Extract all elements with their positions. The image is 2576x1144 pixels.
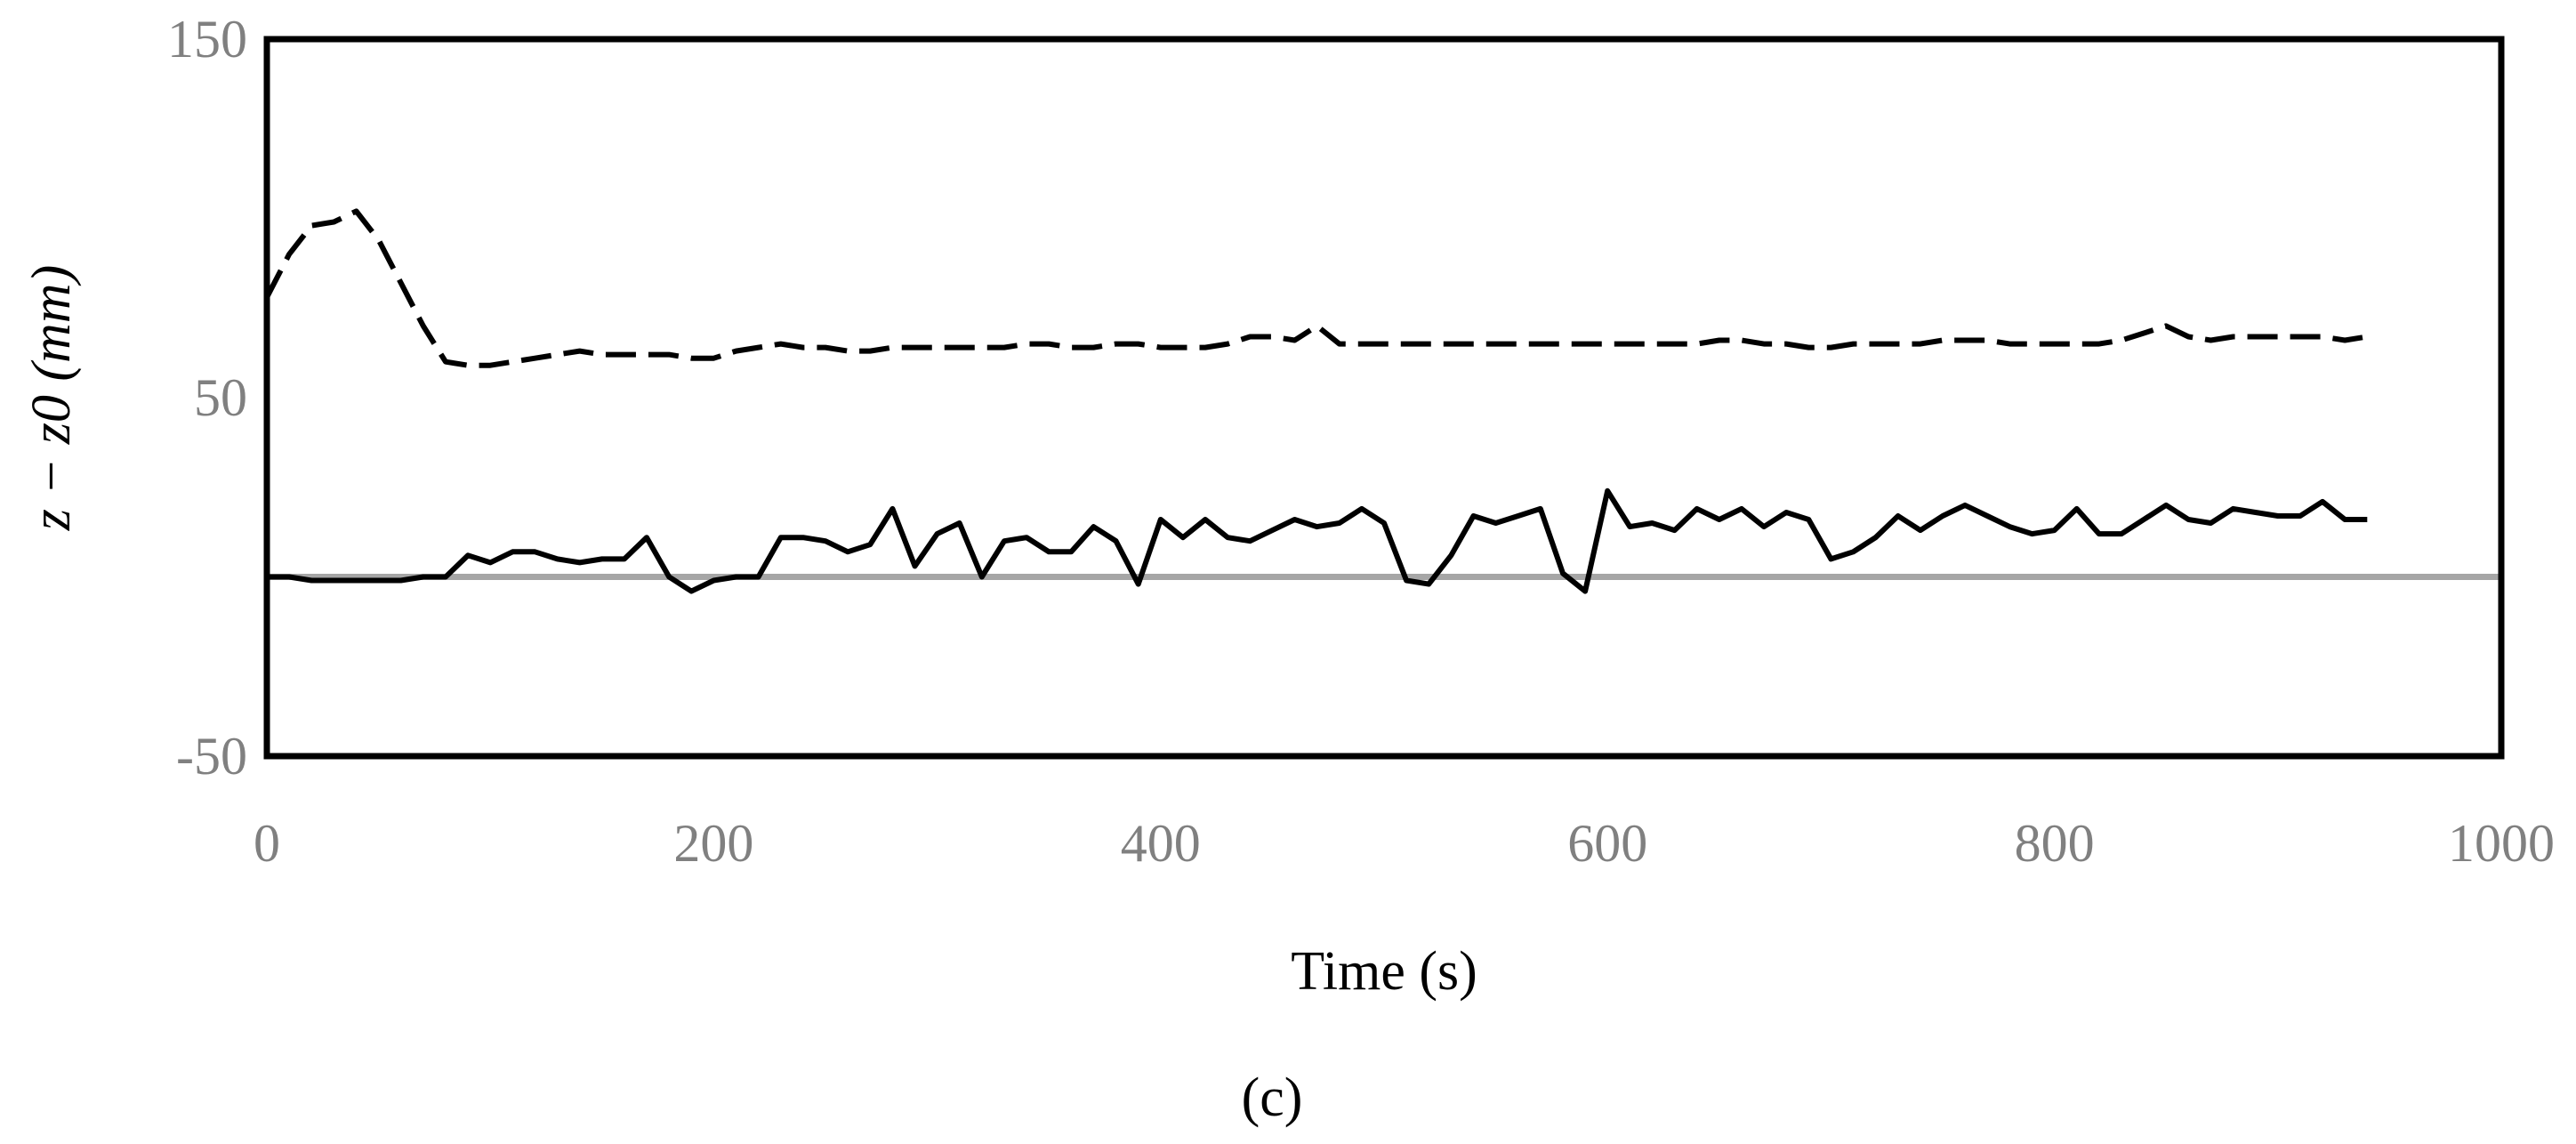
series-line-dashed <box>264 208 2368 368</box>
panel-label: (c) <box>1242 1067 1303 1128</box>
x-tick-label: 400 <box>1121 814 1201 873</box>
x-tick-label: 600 <box>1567 814 1647 873</box>
plot-frame <box>263 36 2505 760</box>
x-axis-label: Time (s) <box>1291 941 1477 1002</box>
x-tick-label: 0 <box>254 814 280 873</box>
y-tick-label: 150 <box>167 10 247 68</box>
x-tick-label: 200 <box>673 814 753 873</box>
series-line-solid <box>267 487 2368 594</box>
y-ticks: -50 50 150 <box>167 10 247 785</box>
y-tick-label: 50 <box>194 368 247 427</box>
x-tick-label: 800 <box>2015 814 2095 873</box>
x-ticks: 0 200 400 600 800 1000 <box>254 814 2555 873</box>
y-axis-label: z − z0 (mm) <box>21 265 82 531</box>
series-group <box>264 208 2501 594</box>
y-tick-label: -50 <box>176 727 247 785</box>
x-tick-label: 1000 <box>2448 814 2555 873</box>
